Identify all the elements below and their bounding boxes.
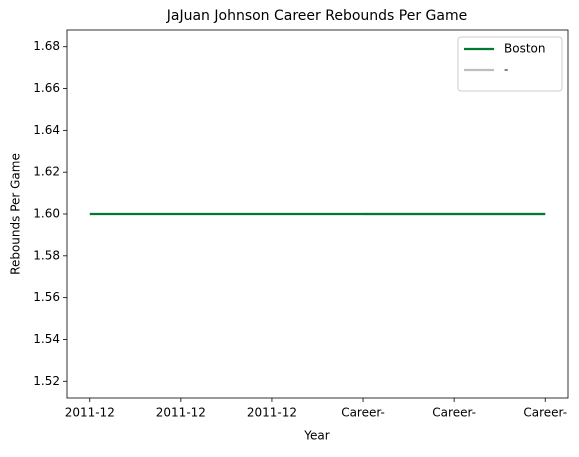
y-tick-label: 1.66 [33,81,60,95]
legend-label: - [504,63,508,77]
y-tick-label: 1.58 [33,248,60,262]
y-axis-label: Rebounds Per Game [9,153,23,275]
legend-label: Boston [504,42,545,56]
x-tick-label: Career- [432,406,476,420]
x-axis-label: Year [303,429,329,443]
y-tick-label: 1.62 [33,165,60,179]
y-tick-label: 1.56 [33,290,60,304]
y-tick-label: 1.68 [33,39,60,53]
x-tick-label: 2011-12 [156,406,206,420]
y-tick-label: 1.54 [33,332,60,346]
y-tick-label: 1.52 [33,374,60,388]
y-tick-label: 1.64 [33,123,60,137]
x-tick-label: 2011-12 [65,406,115,420]
x-tick-label: Career- [523,406,567,420]
chart-title: JaJuan Johnson Career Rebounds Per Game [166,8,467,24]
y-tick-label: 1.60 [33,207,60,221]
x-tick-label: 2011-12 [247,406,297,420]
x-tick-label: Career- [341,406,385,420]
legend-box [457,36,563,92]
